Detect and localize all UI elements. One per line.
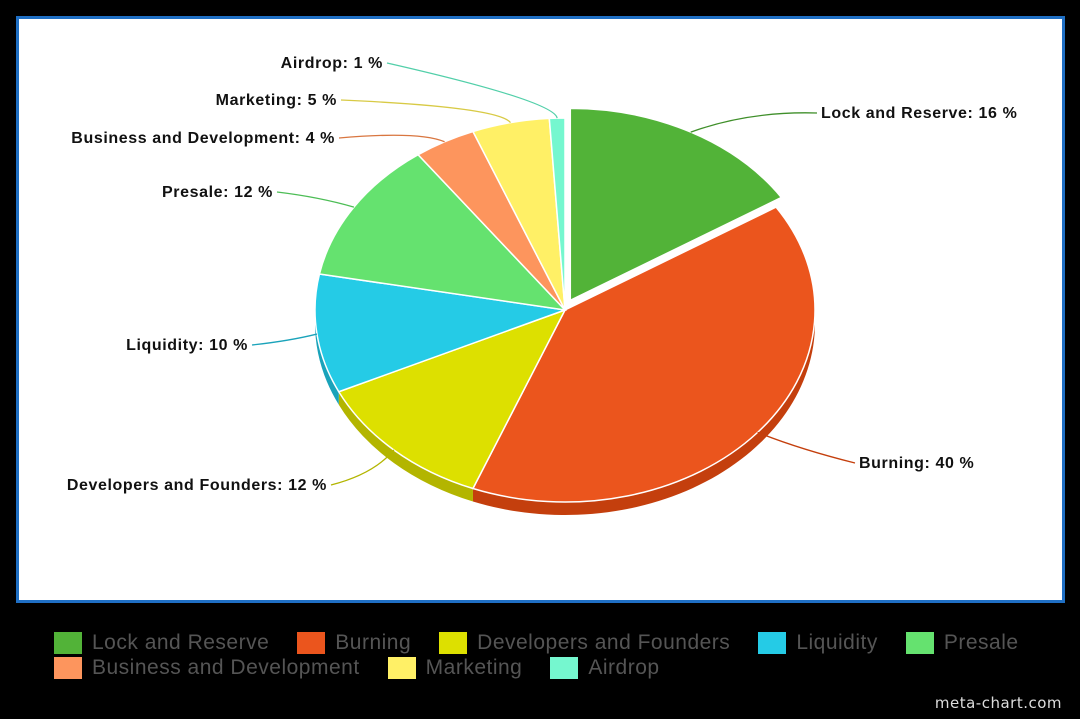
legend-label: Developers and Founders (477, 631, 731, 654)
slice-labels: Lock and Reserve: 16 % Burning: 40 % Devel… (67, 55, 1017, 494)
slice-developers-and-founders[interactable] (337, 308, 567, 490)
slice-label: Marketing: 5 % (216, 92, 337, 109)
leader-line (386, 62, 558, 119)
leader-line (330, 449, 395, 486)
legend-item[interactable]: Presale (905, 631, 1019, 654)
leader-line (338, 134, 445, 143)
legend-item[interactable]: Liquidity (758, 631, 878, 654)
slice-label: Airdrop: 1 % (281, 55, 383, 72)
slice-label: Burning: 40 % (859, 455, 974, 472)
slice-side-liquidity (315, 310, 339, 405)
leader-line (340, 99, 511, 124)
leader-line (690, 112, 818, 133)
legend-item[interactable]: Marketing (387, 656, 523, 679)
legend-label: Lock and Reserve (92, 631, 270, 654)
legend-item[interactable]: Business and Development (54, 656, 360, 679)
legend-swatch (54, 657, 82, 679)
legend-swatch (439, 632, 468, 654)
pie-slices (314, 107, 816, 503)
slice-label: Developers and Founders: 12 % (67, 477, 327, 494)
legend-swatch (550, 657, 579, 679)
legend-item[interactable]: Developers and Founders (439, 631, 731, 654)
legend-swatch (297, 632, 326, 654)
legend-label: Liquidity (796, 631, 878, 654)
legend-swatch (54, 632, 82, 654)
leader-line (276, 191, 355, 208)
legend-item[interactable]: Lock and Reserve (54, 631, 270, 654)
legend-swatch (387, 657, 416, 679)
legend-label: Presale (943, 631, 1019, 654)
slice-label: Business and Development: 4 % (71, 130, 335, 147)
legend-swatch (758, 632, 787, 654)
slice-label: Presale: 12 % (162, 184, 273, 201)
slice-side-developers-and-founders (338, 391, 473, 502)
pie-depth (315, 310, 815, 515)
slice-label: Lock and Reserve: 16 % (821, 105, 1017, 122)
leader-line (251, 333, 318, 346)
legend-swatch (905, 632, 934, 654)
chart-frame: Lock and Reserve: 16 % Burning: 40 % Devel… (16, 16, 1065, 603)
leader-line (757, 431, 856, 464)
leader-lines (251, 62, 856, 486)
legend-label: Business and Development (92, 656, 360, 679)
legend: Lock and Reserve Burning Developers and Fo… (54, 631, 1054, 679)
slice-lock-and-reserve[interactable] (569, 107, 783, 302)
watermark: meta-chart.com (934, 694, 1062, 712)
slice-presale[interactable] (318, 153, 568, 312)
legend-label: Marketing (425, 656, 523, 679)
slice-label: Liquidity: 10 % (126, 337, 248, 354)
slice-side-burning (472, 310, 815, 515)
legend-label: Airdrop (588, 656, 660, 679)
legend-item[interactable]: Airdrop (550, 656, 660, 679)
legend-item[interactable]: Burning (297, 631, 412, 654)
legend-label: Burning (335, 631, 412, 654)
pie-chart: Lock and Reserve: 16 % Burning: 40 % Devel… (67, 55, 1017, 515)
